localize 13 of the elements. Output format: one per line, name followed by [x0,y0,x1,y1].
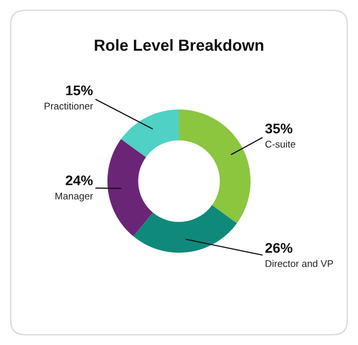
slice-label: Manager [56,192,93,202]
donut-slice [179,110,251,224]
data-label: 35% [265,124,292,134]
donut-slice [107,139,153,236]
slice-label: Director and VP [266,260,334,268]
donut-slice [133,205,237,253]
data-label: 26% [265,243,292,253]
chart-title: Role Level Breakdown [94,39,264,51]
donut-slice [121,110,179,158]
slice-label: C-suite [265,140,296,148]
data-label: 15% [66,86,93,96]
data-label: 24% [66,175,93,186]
slice-label: Practitioner [44,102,93,110]
